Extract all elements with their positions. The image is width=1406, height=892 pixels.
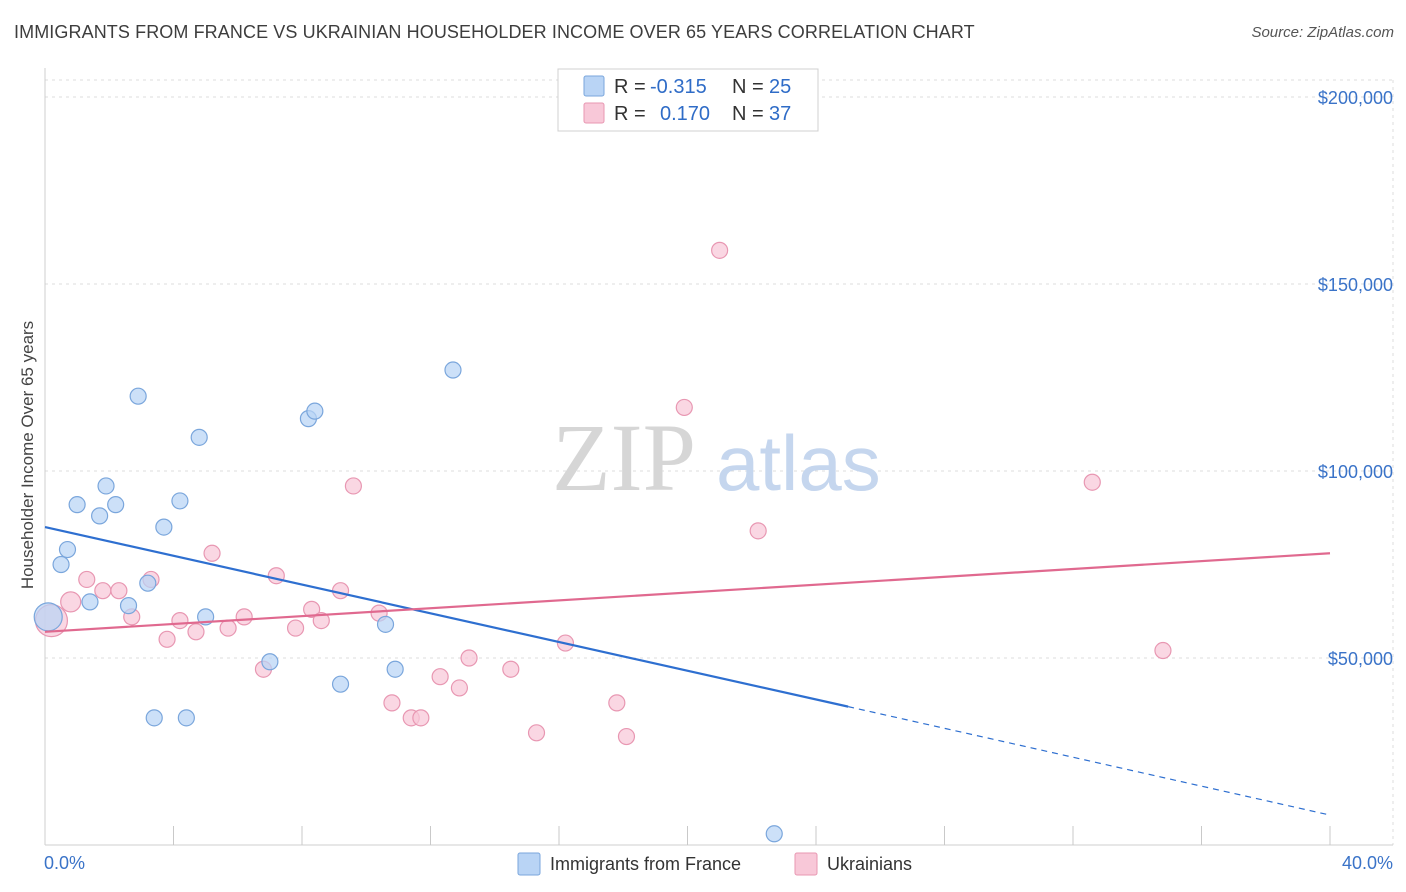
france-point-20 — [331, 675, 350, 693]
source-note: Source: ZipAtlas.com — [1251, 24, 1394, 41]
ukrainians-point-17 — [312, 611, 330, 630]
ukrainians-point-8 — [171, 611, 189, 630]
ukrainians-point-35 — [1083, 473, 1101, 491]
ukrainians-point-24 — [431, 668, 449, 686]
france-point-14 — [177, 709, 195, 727]
france-points — [33, 361, 783, 843]
ukrainians-point-33 — [711, 241, 729, 259]
ukrainians-point-32 — [675, 398, 693, 417]
y-tick-label-0: $50,000 — [1328, 649, 1393, 669]
y-tick-labels: $50,000 $100,000 $150,000 $200,000 — [1318, 88, 1393, 669]
series-label-france: Immigrants from France — [550, 854, 741, 874]
legend-r-value-2: 0.170 — [660, 103, 710, 125]
france-point-7 — [107, 496, 125, 514]
ukrainians-point-10 — [203, 544, 221, 562]
france-point-10 — [139, 574, 157, 592]
trend-lines — [44, 526, 1331, 816]
ukrainians-point-26 — [460, 649, 478, 667]
legend-n-value-2: 37 — [769, 103, 791, 125]
legend-r-label-2: R = — [614, 103, 646, 125]
ukrainians-point-25 — [450, 679, 469, 697]
france-point-4 — [81, 593, 99, 611]
france-point-12 — [155, 518, 173, 536]
france-point-11 — [145, 709, 163, 727]
france-point-3 — [68, 496, 86, 514]
ukrainians-point-3 — [94, 582, 112, 600]
france-point-13 — [171, 492, 189, 510]
legend-swatch-pink — [583, 102, 605, 124]
series-legend: Immigrants from France Ukrainians — [517, 852, 912, 876]
ukrainians-point-21 — [383, 694, 401, 712]
france-point-24 — [765, 825, 783, 843]
france-point-0 — [33, 602, 63, 632]
ukrainians-point-36 — [1154, 641, 1172, 660]
france-point-21 — [376, 615, 395, 633]
legend-r-value-1: -0.315 — [650, 76, 707, 98]
france-point-5 — [91, 507, 109, 525]
ukrainians-point-30 — [608, 694, 626, 712]
watermark-zip: ZIP — [552, 404, 696, 511]
y-tick-label-1: $100,000 — [1318, 462, 1393, 482]
y-tick-label-3: $200,000 — [1318, 88, 1393, 108]
axes — [44, 68, 1393, 846]
series-swatch-ukrainians — [794, 852, 818, 876]
france-point-1 — [52, 555, 70, 574]
france-point-15 — [190, 428, 208, 446]
france-point-2 — [58, 540, 77, 559]
y-axis-label: Householder Income Over 65 years — [18, 321, 37, 589]
legend-n-label-1: N = — [732, 76, 764, 98]
ukrainians-point-2 — [78, 570, 96, 589]
france-trend-line — [44, 526, 849, 708]
ukrainians-point-9 — [187, 623, 205, 641]
ukrainians-point-18 — [331, 582, 350, 600]
ukrainians-point-11 — [219, 619, 237, 637]
france-point-9 — [129, 387, 147, 405]
ukrainians-trend-line — [44, 552, 1331, 633]
correlation-legend: R = -0.315 N = 25 R = 0.170 N = 37 — [557, 68, 819, 132]
legend-r-label-1: R = — [614, 76, 646, 98]
watermark-atlas: atlas — [716, 419, 881, 507]
ukrainians-point-12 — [235, 608, 253, 626]
ukrainians-point-28 — [527, 724, 546, 742]
ukrainians-point-23 — [412, 709, 430, 727]
france-point-8 — [119, 597, 138, 615]
y-tick-label-2: $150,000 — [1318, 275, 1393, 295]
ukrainians-point-1 — [60, 591, 82, 613]
france-point-19 — [306, 402, 324, 420]
ukrainians-point-14 — [267, 567, 285, 585]
legend-n-value-1: 25 — [769, 76, 791, 98]
ukrainians-point-7 — [158, 630, 176, 648]
ukrainians-point-19 — [344, 477, 362, 495]
ukrainians-point-34 — [749, 522, 767, 540]
legend-n-label-2: N = — [732, 103, 764, 125]
series-swatch-france — [517, 852, 541, 876]
ukrainians-point-15 — [286, 619, 305, 637]
france-trend-extension — [847, 706, 1331, 816]
france-point-23 — [444, 361, 462, 379]
ukrainians-point-27 — [502, 660, 520, 678]
x-tick-left: 0.0% — [44, 853, 85, 873]
legend-swatch-blue — [583, 75, 605, 97]
france-point-17 — [261, 653, 279, 671]
france-point-22 — [386, 660, 404, 678]
france-point-6 — [97, 477, 115, 495]
ukrainians-point-16 — [303, 600, 321, 618]
series-label-ukrainians: Ukrainians — [827, 854, 912, 874]
x-tick-right: 40.0% — [1342, 853, 1393, 873]
chart-title: IMMIGRANTS FROM FRANCE VS UKRAINIAN HOUS… — [14, 22, 975, 42]
ukrainians-point-31 — [617, 727, 636, 746]
ukrainians-point-4 — [110, 582, 128, 600]
